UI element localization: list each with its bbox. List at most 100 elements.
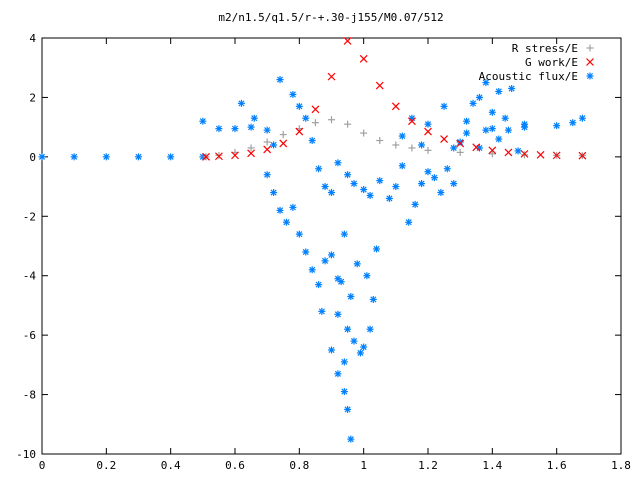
- y-tick-label: 0: [29, 151, 36, 164]
- data-point: [569, 119, 577, 127]
- data-point: [366, 325, 374, 333]
- data-point: [376, 177, 384, 185]
- data-point: [482, 126, 490, 134]
- data-point: [295, 102, 303, 110]
- data-point: [38, 153, 46, 161]
- x-tick-label: 1.6: [547, 459, 567, 472]
- data-point: [463, 117, 471, 125]
- data-point: [437, 189, 445, 197]
- data-point: [430, 174, 438, 182]
- data-point: [350, 337, 358, 345]
- data-point: [360, 343, 368, 351]
- data-point: [315, 281, 323, 289]
- data-point: [440, 135, 449, 143]
- data-point: [276, 76, 284, 84]
- data-point: [321, 183, 329, 191]
- data-point: [488, 108, 496, 116]
- data-point: [398, 132, 406, 140]
- data-point: [392, 141, 400, 149]
- data-point: [375, 81, 384, 90]
- data-point: [385, 194, 393, 202]
- data-point: [469, 99, 477, 107]
- data-point: [536, 150, 545, 159]
- data-point: [440, 102, 448, 110]
- data-point: [343, 37, 352, 45]
- y-tick-label: -2: [23, 210, 36, 223]
- data-point: [360, 129, 368, 137]
- legend-marker: [586, 72, 594, 80]
- data-point: [488, 146, 497, 155]
- data-point: [443, 165, 451, 173]
- data-point: [308, 137, 316, 145]
- data-point: [353, 260, 361, 268]
- legend: R stress/E G work/E Acoustic flux/E: [479, 42, 594, 83]
- data-point: [102, 153, 110, 161]
- data-point: [250, 114, 258, 122]
- data-point: [408, 144, 416, 152]
- data-point: [347, 435, 355, 443]
- data-point: [501, 114, 509, 122]
- chart-title: m2/n1.5/q1.5/r-+.30-j155/M0.07/512: [218, 11, 443, 24]
- y-tick-label: -8: [23, 389, 36, 402]
- x-tick-label: 1.8: [611, 459, 631, 472]
- data-point: [553, 122, 561, 130]
- data-point: [366, 191, 374, 199]
- plot-frame: [41, 37, 622, 455]
- data-point: [463, 129, 471, 137]
- data-point: [472, 143, 481, 152]
- legend-marker: [586, 58, 594, 66]
- data-point: [202, 152, 210, 161]
- data-point: [295, 127, 304, 136]
- data-point: [475, 93, 483, 101]
- y-tick-label: -4: [23, 270, 37, 283]
- data-point: [398, 162, 406, 170]
- y-tick-label: 2: [29, 91, 36, 104]
- data-point: [270, 189, 278, 197]
- data-point: [456, 138, 464, 146]
- data-point: [405, 218, 413, 226]
- data-point: [504, 126, 512, 134]
- data-point: [456, 148, 464, 156]
- data-point: [289, 90, 297, 98]
- data-point: [418, 141, 426, 149]
- legend-label-g-work: G work/E: [525, 56, 578, 69]
- legend-label-r-stress: R stress/E: [512, 42, 578, 55]
- data-point: [302, 114, 310, 122]
- data-point: [215, 151, 223, 159]
- data-point: [488, 125, 496, 133]
- data-point: [363, 272, 371, 280]
- x-tick-label: 1.4: [482, 459, 502, 472]
- data-point: [263, 138, 271, 146]
- data-point: [282, 218, 290, 226]
- data-point: [347, 293, 355, 301]
- x-tick-label: 1: [360, 459, 367, 472]
- data-point: [289, 203, 297, 211]
- series-0: [202, 116, 586, 161]
- data-point: [263, 145, 272, 154]
- data-point: [311, 105, 320, 114]
- data-point: [328, 116, 335, 124]
- data-point: [311, 119, 319, 127]
- data-point: [135, 153, 142, 161]
- data-point: [247, 149, 256, 158]
- data-point: [231, 125, 239, 133]
- data-point: [488, 150, 496, 158]
- data-point: [199, 117, 207, 125]
- data-point: [521, 151, 528, 159]
- data-point: [578, 114, 586, 122]
- data-point: [376, 137, 384, 145]
- data-point: [424, 146, 432, 154]
- data-point: [450, 144, 458, 152]
- data-point: [302, 248, 310, 256]
- data-point: [495, 87, 503, 95]
- x-tick-label: 0: [39, 459, 46, 472]
- data-point: [450, 180, 458, 188]
- y-tick-label: -6: [23, 329, 36, 342]
- series-1: [202, 37, 587, 161]
- data-point: [344, 171, 352, 179]
- data-point: [369, 295, 377, 303]
- data-point: [247, 144, 255, 152]
- data-point: [321, 257, 329, 265]
- data-point: [215, 125, 223, 133]
